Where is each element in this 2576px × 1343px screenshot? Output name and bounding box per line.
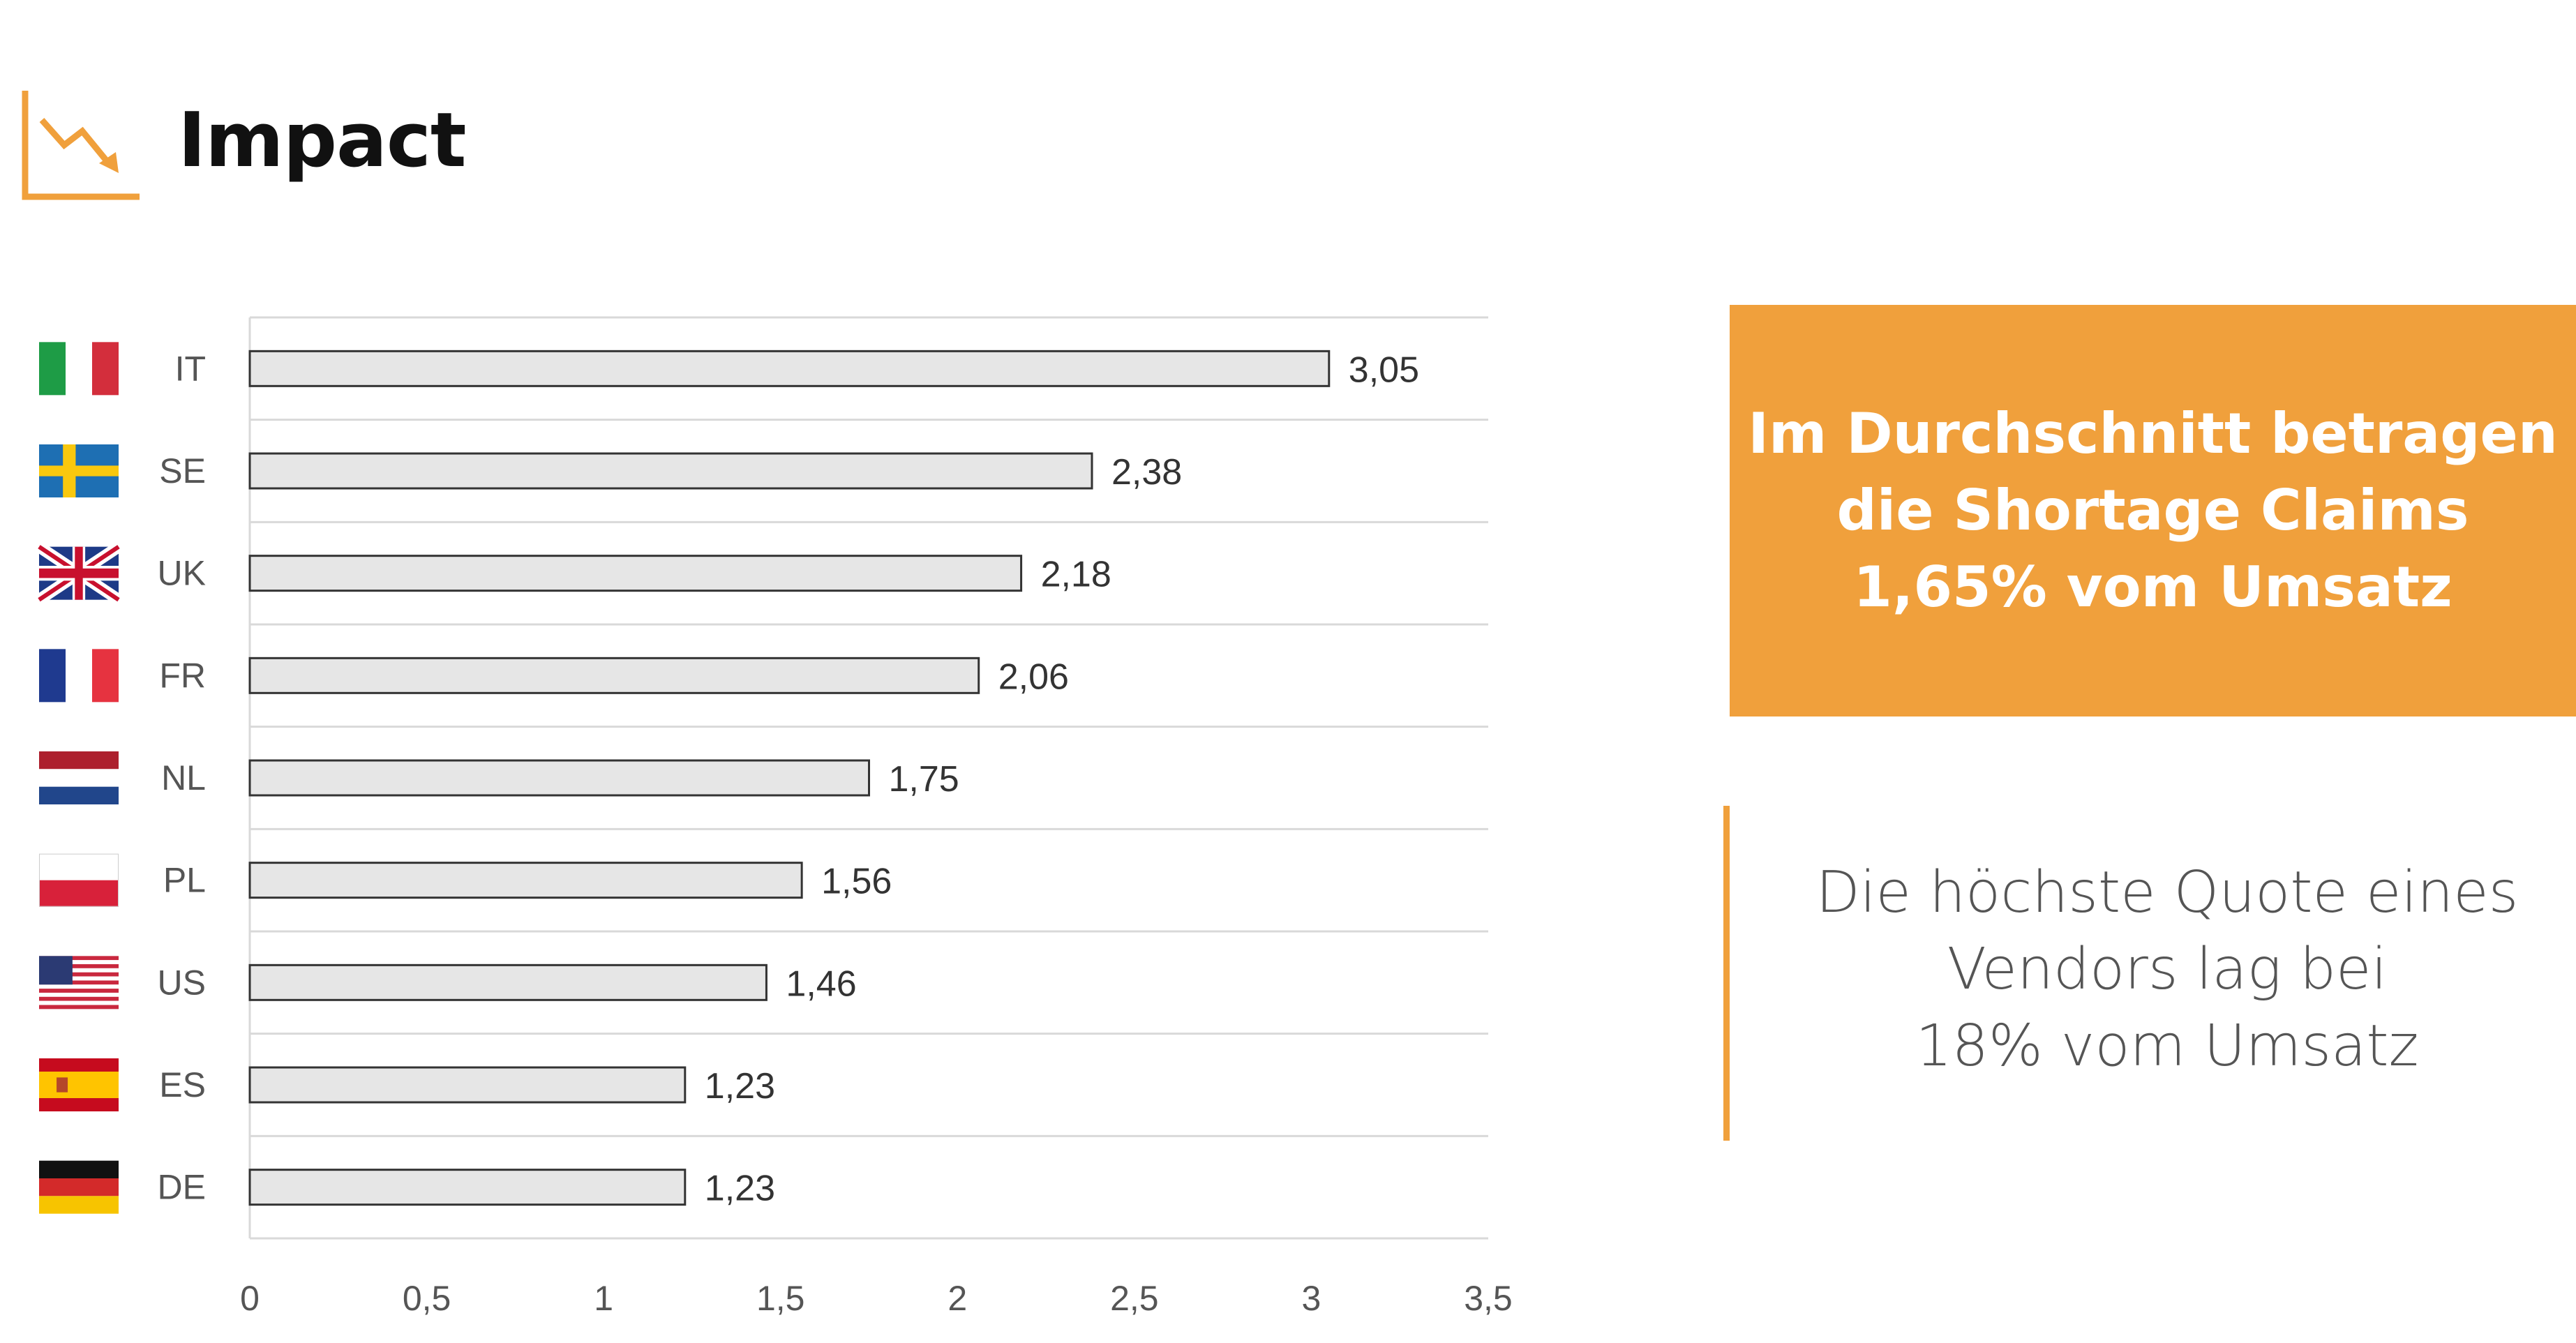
x-tick-label: 1	[594, 1279, 613, 1318]
bar	[248, 963, 767, 1001]
category-label: ES	[159, 1065, 206, 1104]
flag-spain-icon	[39, 1058, 119, 1111]
bar	[248, 657, 980, 694]
data-label: 3,05	[1349, 350, 1419, 390]
accent-divider	[1723, 806, 1730, 1141]
bar	[248, 759, 870, 797]
bar	[248, 555, 1023, 592]
bar	[248, 350, 1331, 387]
bar	[248, 452, 1093, 490]
data-label: 1,75	[889, 759, 959, 800]
flag-germany-icon	[39, 1160, 119, 1214]
category-label: PL	[163, 861, 206, 900]
data-label: 1,46	[786, 963, 856, 1004]
data-label: 2,18	[1041, 555, 1111, 595]
category-label: NL	[161, 758, 206, 797]
x-tick-label: 1,5	[756, 1279, 805, 1318]
category-label: FR	[159, 656, 206, 695]
bar	[248, 862, 803, 899]
flag-uk-icon	[36, 541, 122, 605]
trend-down-icon	[22, 91, 140, 200]
x-tick-label: 0	[240, 1279, 260, 1318]
page-title: Impact	[178, 97, 467, 184]
x-tick-label: 0,5	[403, 1279, 451, 1318]
x-tick-label: 3	[1302, 1279, 1321, 1318]
flag-netherlands-icon	[39, 751, 119, 804]
highlight-box: Im Durchschnitt betragen die Shortage Cl…	[1730, 305, 2576, 716]
flag-italy-icon	[39, 342, 119, 396]
flag-usa-icon	[39, 956, 119, 1010]
data-label: 1,56	[821, 862, 892, 902]
category-label: DE	[158, 1168, 206, 1207]
bar	[248, 1169, 687, 1206]
x-tick-label: 2,5	[1110, 1279, 1159, 1318]
x-tick-label: 3,5	[1464, 1279, 1513, 1318]
data-label: 1,23	[705, 1169, 775, 1209]
category-label: IT	[175, 349, 206, 388]
flag-sweden-icon	[39, 444, 119, 497]
category-label: SE	[159, 451, 206, 490]
category-label: UK	[158, 554, 206, 593]
flag-poland-icon	[39, 853, 119, 907]
flag-france-icon	[39, 649, 119, 703]
data-label: 1,23	[705, 1066, 775, 1106]
category-label: US	[158, 963, 206, 1002]
bar	[248, 1066, 687, 1104]
x-tick-label: 2	[948, 1279, 967, 1318]
data-label: 2,06	[998, 657, 1069, 697]
data-label: 2,38	[1111, 452, 1182, 493]
bar-chart: IT 3,05 SE 2,38 UK 2,18 FR 2,06 NL 1,75 PL 1,56 US 1,…	[36, 316, 1513, 1318]
highlight-text: Im Durchschnitt betragen die Shortage Cl…	[1748, 401, 2558, 620]
note-text: Die höchste Quote eines Vendors lag bei …	[1815, 860, 2519, 1079]
